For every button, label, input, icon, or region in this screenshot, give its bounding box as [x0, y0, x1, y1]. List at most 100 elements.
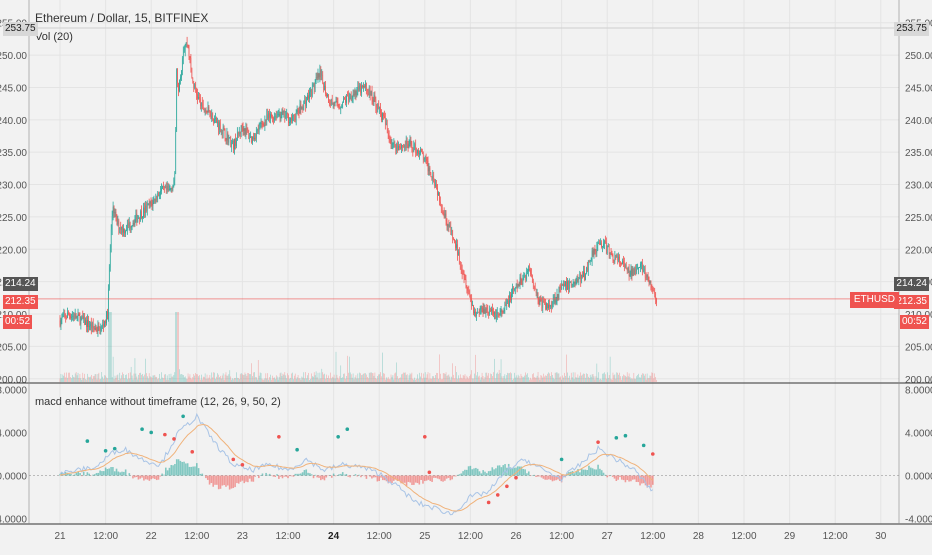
- volume-bar: [371, 372, 372, 382]
- candle-body: [128, 224, 129, 226]
- volume-bar: [235, 378, 236, 382]
- volume-bar: [402, 374, 403, 382]
- macd-signal-dot: [295, 448, 299, 452]
- candle-body: [93, 323, 94, 327]
- macd-signal-dot: [624, 434, 628, 438]
- candle-body: [633, 269, 634, 276]
- countdown-tag-left: 00:52: [3, 315, 32, 329]
- volume-bar: [498, 374, 499, 382]
- candle-body: [323, 83, 324, 90]
- macd-histogram-bar: [486, 473, 488, 475]
- macd-histogram-bar: [280, 476, 282, 477]
- macd-histogram-bar: [200, 474, 202, 476]
- volume-bar: [318, 373, 319, 382]
- macd-histogram-bar: [322, 476, 324, 480]
- volume-bar: [141, 375, 142, 382]
- volume-bar: [358, 378, 359, 382]
- macd-histogram-bar: [375, 476, 377, 478]
- macd-histogram-bar: [68, 474, 70, 476]
- volume-bar: [372, 373, 373, 382]
- volume-bar: [208, 379, 209, 382]
- volume-bar: [214, 373, 215, 382]
- candle-body: [186, 43, 187, 47]
- macd-histogram-bar: [116, 469, 118, 476]
- candle-body: [592, 250, 593, 260]
- candle-body: [214, 119, 215, 123]
- volume-bar: [82, 373, 83, 382]
- candle-body: [361, 86, 362, 93]
- volume-bar: [226, 372, 227, 382]
- volume-bar: [446, 372, 447, 382]
- candle-body: [458, 252, 459, 255]
- macd-histogram-bar: [457, 475, 459, 476]
- macd-histogram-bar: [437, 476, 439, 479]
- volume-bar: [432, 379, 433, 382]
- volume-bar: [579, 378, 580, 382]
- candle-body: [198, 97, 199, 99]
- macd-histogram-bar: [349, 476, 351, 478]
- macd-histogram-bar: [141, 476, 143, 478]
- candle-body: [283, 111, 284, 113]
- volume-bar: [429, 379, 430, 382]
- candle-body: [197, 94, 198, 98]
- macd-histogram-bar: [289, 476, 291, 477]
- candle-body: [638, 268, 639, 269]
- volume-bar: [71, 378, 72, 382]
- macd-histogram-bar: [201, 474, 203, 476]
- macd-indicator-label[interactable]: macd enhance without timeframe (12, 26, …: [35, 396, 281, 408]
- candle-body: [609, 246, 610, 254]
- macd-histogram-bar: [373, 476, 375, 478]
- macd-histogram-bar: [411, 476, 413, 485]
- volume-bar: [217, 373, 218, 382]
- candle-body: [580, 274, 581, 282]
- macd-histogram-bar: [110, 467, 112, 476]
- volume-indicator-label[interactable]: Vol (20): [35, 31, 73, 43]
- candle-body: [315, 82, 316, 88]
- volume-bar: [74, 377, 75, 382]
- candle-body: [257, 129, 258, 131]
- candle-body: [97, 331, 98, 332]
- volume-bar: [529, 380, 530, 382]
- candle-body: [483, 308, 484, 313]
- candle-body: [432, 176, 433, 178]
- macd-histogram-bar: [398, 476, 400, 481]
- macd-histogram-bar: [101, 471, 103, 475]
- candle-body: [287, 113, 288, 114]
- volume-bar: [158, 378, 159, 382]
- candle-body: [620, 263, 621, 264]
- volume-bar: [212, 377, 213, 382]
- volume-bar: [355, 377, 356, 382]
- candle-body: [182, 58, 183, 70]
- symbol-badge[interactable]: ETHUSD: [850, 292, 899, 308]
- candle-body: [88, 320, 89, 327]
- volume-bar: [587, 374, 588, 382]
- candle-body: [433, 175, 434, 182]
- candle-body: [265, 120, 266, 127]
- candle-body: [166, 186, 167, 189]
- candle-body: [571, 282, 572, 286]
- volume-bar: [113, 357, 114, 382]
- candle-body: [215, 118, 216, 119]
- candle-body: [502, 310, 503, 311]
- candle-body: [652, 288, 653, 291]
- volume-bar: [88, 377, 89, 382]
- candle-body: [185, 46, 186, 50]
- candle-body: [487, 309, 488, 313]
- candle-body: [179, 80, 180, 91]
- volume-bar: [440, 374, 441, 382]
- volume-bar: [626, 377, 627, 382]
- volume-bar: [607, 372, 608, 382]
- volume-bar: [81, 378, 82, 382]
- macd-histogram-bar: [364, 476, 366, 477]
- macd-histogram-bar: [541, 476, 543, 478]
- volume-bar: [160, 379, 161, 382]
- volume-bar: [484, 379, 485, 382]
- candle-body: [316, 77, 317, 82]
- volume-bar: [321, 378, 322, 382]
- volume-bar: [154, 375, 155, 382]
- volume-bar: [70, 377, 71, 382]
- volume-bar: [282, 376, 283, 382]
- macd-histogram-bar: [192, 467, 194, 476]
